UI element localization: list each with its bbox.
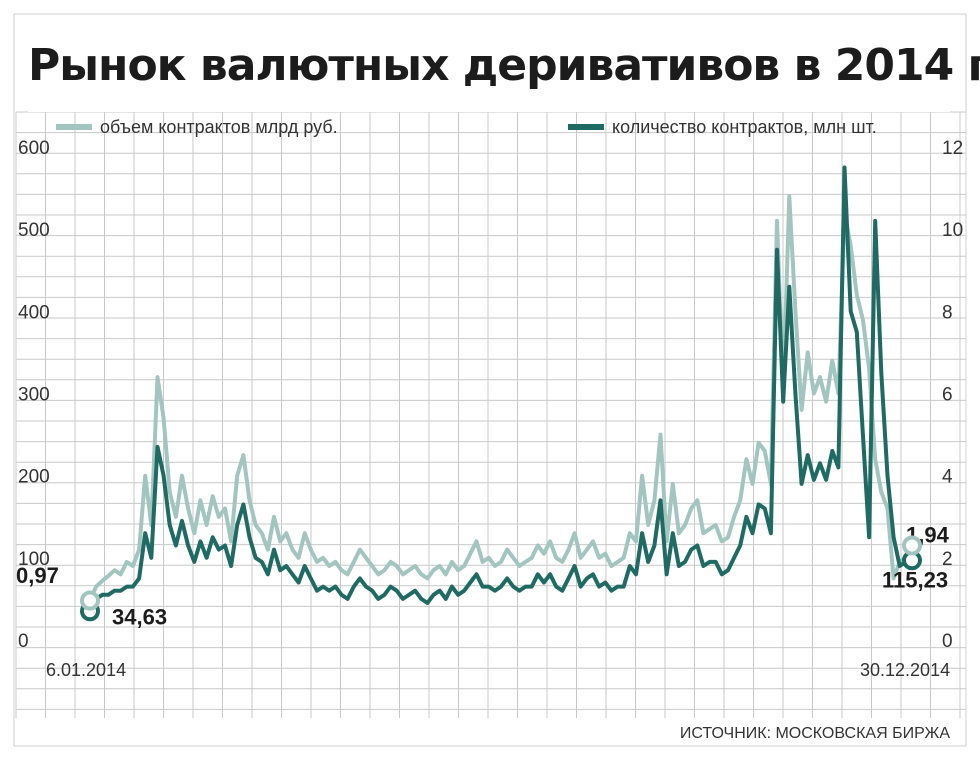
left-tick-label: 100 xyxy=(18,549,50,570)
left-tick-label: 0 xyxy=(18,631,29,652)
chart-title: Рынок валютных деривативов в 2014 г. xyxy=(28,40,980,91)
grid-lines xyxy=(15,111,966,718)
left-tick-label: 600 xyxy=(18,138,50,159)
annotation-label: 115,23 xyxy=(882,568,948,593)
annotation-marker xyxy=(902,535,922,556)
right-tick-label: 0 xyxy=(942,631,953,652)
right-tick-label: 6 xyxy=(942,385,953,406)
annotation-marker xyxy=(80,590,100,611)
series-line-count xyxy=(88,165,913,613)
left-tick-label: 200 xyxy=(18,467,50,488)
right-tick-label: 8 xyxy=(942,302,953,323)
left-tick-label: 500 xyxy=(18,220,50,241)
annotation-label: 34,63 xyxy=(112,605,167,630)
right-axis: 0 2 4 6 8 10 12 xyxy=(942,138,963,652)
right-tick-label: 10 xyxy=(942,220,963,241)
legend-label-volume: объем контрактов млрд руб. xyxy=(100,117,338,137)
source-note: ИСТОЧНИК: МОСКОВСКАЯ БИРЖА xyxy=(680,725,950,742)
x-end-label: 30.12.2014 xyxy=(860,660,950,680)
x-start-label: 6.01.2014 xyxy=(46,660,126,680)
legend-label-count: количество контрактов, млн шт. xyxy=(612,117,877,137)
right-tick-label: 2 xyxy=(942,549,953,570)
right-tick-label: 4 xyxy=(942,467,953,488)
left-tick-label: 400 xyxy=(18,302,50,323)
legend: объем контрактов млрд руб. количество ко… xyxy=(56,117,877,137)
left-axis: 0 100 200 300 400 500 600 xyxy=(18,138,50,652)
series-group xyxy=(88,165,914,613)
left-tick-label: 300 xyxy=(18,385,50,406)
title-band xyxy=(28,30,950,112)
annotation-label: 0,97 xyxy=(16,563,59,588)
right-tick-label: 12 xyxy=(942,138,963,159)
